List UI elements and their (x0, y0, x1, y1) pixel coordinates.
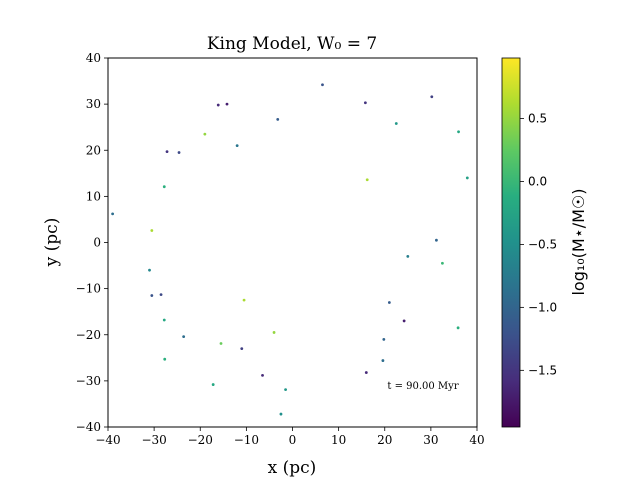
star-point (211, 383, 215, 386)
x-tick-label: 0 (289, 433, 297, 447)
star-point (216, 103, 220, 107)
y-axis: −40 −30 −20 −10 0 10 20 30 40 (76, 51, 108, 434)
plot-frame (107, 57, 478, 428)
star-point (162, 185, 166, 189)
x-axis-label: x (pc) (268, 458, 317, 478)
star-point (382, 337, 386, 341)
colorbar-tick-label: 0.5 (528, 111, 547, 125)
y-tick-label: −30 (76, 374, 101, 388)
y-tick-label: −10 (76, 282, 101, 296)
y-tick-label: 40 (86, 51, 101, 65)
star-point (225, 102, 229, 106)
star-point (182, 335, 186, 338)
time-annotation: t = 90.00 Myr (387, 381, 458, 392)
star-point (240, 347, 244, 350)
star-point (435, 238, 438, 242)
x-tick-label: 20 (377, 433, 392, 447)
star-point (321, 83, 324, 87)
star-point (284, 388, 287, 392)
star-point (279, 412, 283, 416)
star-point (387, 301, 391, 304)
star-point (159, 293, 163, 297)
colorbar-tick-label: −1.0 (528, 300, 557, 314)
x-tick-label: −10 (234, 433, 259, 447)
y-tick-label: 10 (86, 189, 101, 203)
star-point (406, 254, 410, 258)
star-point (456, 326, 460, 330)
star-point (242, 298, 246, 302)
star-point (162, 318, 166, 322)
star-point (457, 130, 460, 134)
star-point (365, 178, 369, 182)
star-point (402, 319, 406, 323)
y-tick-label: −20 (76, 328, 101, 342)
star-point (261, 373, 264, 377)
star-point (235, 144, 239, 148)
colorbar (501, 57, 521, 428)
star-point (430, 95, 434, 99)
y-tick-label: 30 (86, 97, 101, 111)
scatter-points (111, 83, 469, 416)
colorbar-tick-label: 0.0 (528, 174, 547, 188)
colorbar-tick-label: −1.5 (528, 363, 557, 377)
star-point (364, 371, 368, 374)
x-tick-label: 10 (331, 433, 346, 447)
x-tick-label: 40 (469, 433, 484, 447)
colorbar-tick-label: −0.5 (528, 237, 557, 251)
x-tick-label: −20 (188, 433, 213, 447)
star-point (276, 117, 280, 121)
x-tick-label: −40 (95, 433, 120, 447)
star-point (394, 122, 398, 125)
star-point (381, 359, 385, 362)
colorbar-label: log₁₀(M⋆/M☉) (569, 188, 588, 295)
star-point (363, 101, 367, 105)
star-point (177, 151, 181, 154)
chart-title: King Model, W₀ = 7 (207, 34, 377, 54)
y-tick-label: 20 (86, 143, 101, 157)
star-point (165, 150, 169, 154)
colorbar-ticks: −1.5 −1.0 −0.5 0.0 0.5 (520, 111, 557, 377)
star-point (148, 268, 151, 272)
star-point (150, 229, 154, 232)
y-tick-label: 0 (93, 236, 101, 250)
star-point (441, 261, 444, 265)
star-point (163, 357, 167, 361)
star-point (219, 342, 223, 345)
star-point (203, 132, 207, 136)
x-axis: −40 −30 −20 −10 0 10 20 30 40 (95, 427, 485, 447)
star-point (150, 294, 154, 297)
x-tick-label: 30 (423, 433, 438, 447)
x-tick-label: −30 (141, 433, 166, 447)
y-axis-label: y (pc) (42, 218, 62, 268)
star-point (465, 176, 469, 180)
y-tick-label: −40 (76, 420, 101, 434)
star-point (272, 331, 276, 334)
star-point (111, 212, 115, 216)
